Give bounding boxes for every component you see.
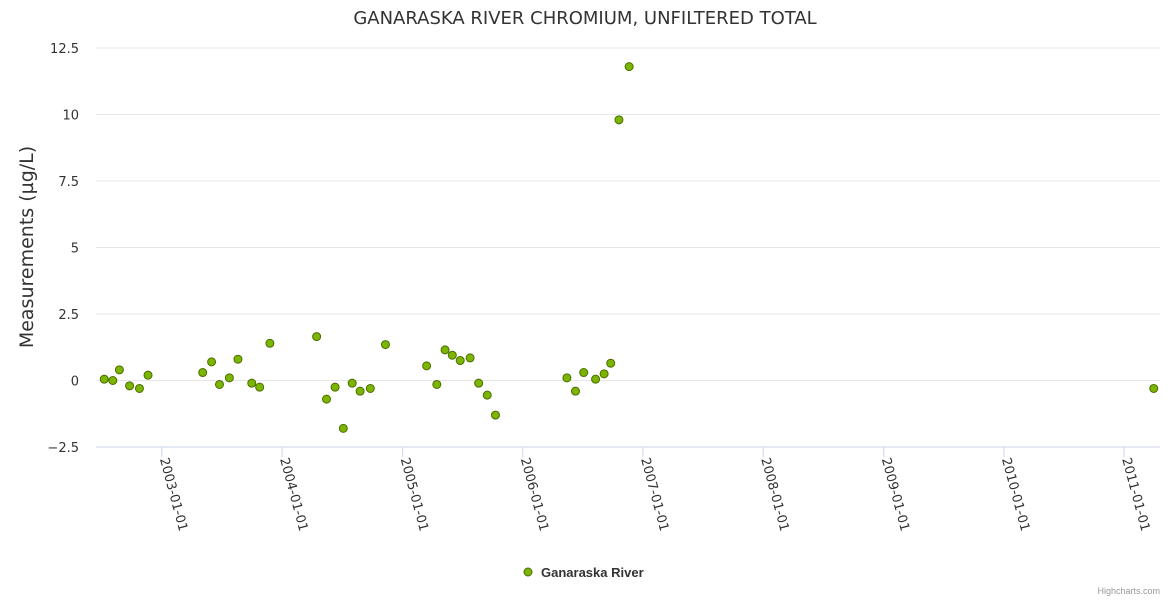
- data-point[interactable]: [322, 394, 332, 404]
- data-point[interactable]: [490, 410, 500, 420]
- y-tick-label: 12.5: [50, 42, 79, 57]
- data-point[interactable]: [579, 368, 589, 378]
- y-axis-label: Measurements (µg/L): [16, 146, 38, 348]
- data-point[interactable]: [265, 338, 275, 348]
- data-point[interactable]: [465, 353, 475, 363]
- y-tick-label: 5: [71, 242, 79, 257]
- data-point[interactable]: [614, 115, 624, 125]
- x-tick-label: 2010-01-01: [998, 456, 1032, 533]
- data-point[interactable]: [143, 370, 153, 380]
- data-point[interactable]: [606, 358, 616, 368]
- y-tick-label: −2.5: [47, 441, 79, 456]
- data-point[interactable]: [440, 345, 450, 355]
- data-point[interactable]: [347, 378, 357, 388]
- x-tick-label: 2011-01-01: [1118, 456, 1152, 533]
- data-point[interactable]: [624, 62, 634, 72]
- data-point[interactable]: [422, 361, 432, 371]
- x-tick-label: 2007-01-01: [637, 456, 671, 533]
- y-axis-ticks: −2.5 0 2.5 5 7.5 10 12.5: [47, 42, 79, 456]
- data-point[interactable]: [591, 374, 601, 384]
- y-tick-label: 2.5: [58, 308, 79, 323]
- data-point[interactable]: [233, 354, 243, 364]
- x-tick-label: 2005-01-01: [397, 456, 431, 533]
- data-point[interactable]: [108, 376, 118, 385]
- chart-title: GANARASKA RIVER CHROMIUM, UNFILTERED TOT…: [353, 8, 816, 29]
- data-point[interactable]: [207, 357, 217, 367]
- data-point[interactable]: [447, 350, 457, 360]
- data-point[interactable]: [338, 423, 348, 433]
- x-tick-label: 2004-01-01: [276, 456, 310, 533]
- data-point[interactable]: [99, 374, 109, 384]
- data-point[interactable]: [380, 340, 390, 350]
- data-point[interactable]: [365, 383, 375, 393]
- data-point[interactable]: [482, 390, 492, 400]
- data-point[interactable]: [114, 365, 124, 375]
- gridlines: [96, 47, 1160, 381]
- data-point[interactable]: [198, 368, 208, 378]
- x-tick-label: 2009-01-01: [878, 456, 912, 533]
- y-tick-label: 7.5: [58, 175, 79, 190]
- data-point[interactable]: [125, 381, 135, 391]
- x-tick-label: 2003-01-01: [156, 456, 190, 533]
- data-point[interactable]: [214, 379, 224, 389]
- x-tick-label: 2008-01-01: [757, 456, 791, 533]
- data-point[interactable]: [134, 383, 144, 393]
- data-point[interactable]: [432, 379, 442, 389]
- credits[interactable]: Highcharts.com: [1097, 586, 1160, 596]
- data-point[interactable]: [247, 378, 257, 388]
- y-tick-label: 10: [62, 109, 79, 124]
- data-point[interactable]: [312, 332, 322, 342]
- legend-item[interactable]: Ganaraska River: [523, 565, 644, 580]
- data-point[interactable]: [599, 369, 609, 379]
- data-point[interactable]: [455, 356, 465, 366]
- x-tick-label: 2006-01-01: [517, 456, 551, 533]
- data-point[interactable]: [224, 373, 234, 383]
- data-point[interactable]: [474, 378, 484, 388]
- legend-label[interactable]: Ganaraska River: [541, 565, 644, 580]
- y-tick-label: 0: [71, 375, 79, 390]
- data-point[interactable]: [330, 382, 340, 392]
- data-point[interactable]: [355, 386, 365, 396]
- data-point[interactable]: [255, 382, 265, 392]
- data-point[interactable]: [570, 386, 580, 396]
- data-point[interactable]: [1149, 383, 1159, 393]
- data-points: [99, 62, 1159, 433]
- data-point[interactable]: [562, 373, 572, 383]
- legend-marker-icon[interactable]: [523, 567, 533, 577]
- x-axis-ticks: 2003-01-01 2004-01-01 2005-01-01 2006-01-01…: [156, 447, 1152, 533]
